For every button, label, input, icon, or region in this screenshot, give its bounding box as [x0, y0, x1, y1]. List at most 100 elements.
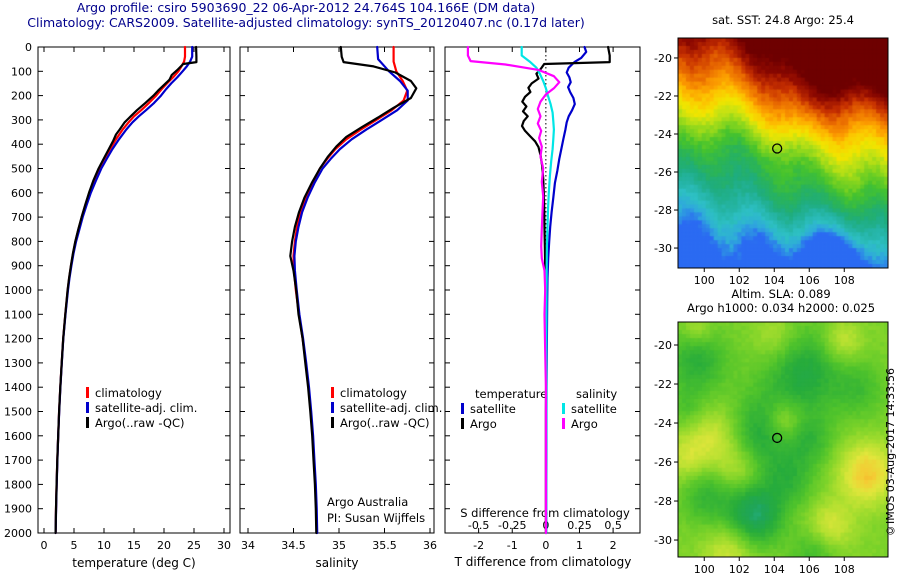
- satellite-adj-clim-swatch: [331, 402, 334, 413]
- x-tick-label: 0: [41, 539, 48, 552]
- depth-tick-label: 300: [11, 114, 32, 127]
- sla-map-title-line1: Altim. SLA: 0.089: [731, 287, 831, 301]
- salinity-plot-legend: climatology satellite-adj. clim. Argo(..ra…: [331, 386, 442, 431]
- x-tick-label: 5: [71, 539, 78, 552]
- annotation-block: Argo Australia PI: Susan Wijffels: [327, 494, 425, 526]
- depth-tick-label: 1300: [4, 357, 32, 370]
- s-satellite-swatch: [562, 403, 565, 414]
- x-tick-label: 15: [127, 539, 141, 552]
- depth-tick-label: 800: [11, 235, 32, 248]
- map-x-tick-label: 102: [729, 563, 750, 576]
- s-scale-tick-label: 0.25: [567, 519, 592, 532]
- s-argo-swatch: [562, 418, 565, 429]
- legend-entry-satellite-adj-clim: satellite-adj. clim.: [331, 401, 442, 416]
- depth-tick-label: 1900: [4, 503, 32, 516]
- sst-map-canvas: [678, 38, 888, 268]
- depth-tick-label: 1800: [4, 478, 32, 491]
- map-y-tick-label: -20: [654, 339, 672, 352]
- legend-entry-t-argo: Argo: [461, 417, 547, 432]
- depth-tick-label: 100: [11, 65, 32, 78]
- legend-group-title: salinity: [576, 387, 618, 401]
- difference-legend-salinity: salinity satellite Argo: [562, 387, 617, 432]
- x-tick-label: 1: [576, 539, 583, 552]
- depth-tick-label: 600: [11, 187, 32, 200]
- legend-label: Argo: [571, 417, 598, 431]
- map-y-tick-label: -24: [654, 417, 672, 430]
- map-x-tick-label: 106: [799, 563, 820, 576]
- legend-entry-s-satellite: satellite: [562, 402, 617, 417]
- map-y-tick-label: -22: [654, 378, 672, 391]
- sla-map-title-line2: Argo h1000: 0.034 h2000: 0.025: [686, 301, 876, 315]
- t-argo-diff-curve: [520, 45, 611, 535]
- map-x-tick-label: 102: [729, 274, 750, 287]
- legend-label: satellite-adj. clim.: [95, 401, 198, 415]
- depth-tick-label: 900: [11, 260, 32, 273]
- map-y-tick-label: -22: [654, 90, 672, 103]
- map-y-tick-label: -30: [654, 242, 672, 255]
- sst-map-title: sat. SST: 24.8 Argo: 25.4: [712, 13, 854, 27]
- legend-entry-climatology: climatology: [86, 386, 197, 401]
- annotation-argo-australia: Argo Australia: [327, 495, 409, 509]
- map-x-tick-label: 104: [764, 563, 785, 576]
- map-y-tick-label: -28: [654, 204, 672, 217]
- float-position-marker: [772, 432, 783, 444]
- x-tick-label: 36: [423, 539, 437, 552]
- argo-raw-qc-swatch: [331, 417, 334, 428]
- x-tick-label: 25: [187, 539, 201, 552]
- legend-label: climatology: [95, 386, 162, 400]
- climatology-swatch: [331, 387, 334, 398]
- satellite-adj-clim-curve: [293, 45, 409, 535]
- legend-label: Argo(..raw -QC): [95, 416, 185, 430]
- t-satellite-swatch: [461, 403, 464, 414]
- float-position-marker: [772, 143, 783, 154]
- depth-tick-label: 1400: [4, 381, 32, 394]
- climatology-curve: [54, 45, 187, 535]
- argo-curve: [289, 45, 418, 535]
- map-x-tick-label: 108: [834, 274, 855, 287]
- depth-tick-label: 1500: [4, 406, 32, 419]
- satellite-adj-clim-curve: [54, 45, 194, 535]
- difference-legend-temperature: temperature satellite Argo: [461, 387, 547, 432]
- depth-tick-label: 0: [25, 41, 32, 54]
- s-scale-tick-label: -0.25: [498, 519, 526, 532]
- xlabel-salinity: salinity: [315, 556, 359, 570]
- x-tick-label: 35: [332, 539, 346, 552]
- legend-label: climatology: [340, 386, 407, 400]
- argo-curve: [54, 45, 198, 535]
- x-tick-label: -2: [473, 539, 484, 552]
- depth-tick-label: 400: [11, 138, 32, 151]
- xlabel-t-difference: T difference from climatology: [454, 555, 632, 569]
- x-tick-label: 34: [241, 539, 255, 552]
- map-x-tick-label: 108: [834, 563, 855, 576]
- sst_map-box: [677, 37, 889, 269]
- x-tick-label: 34.5: [281, 539, 306, 552]
- legend-entry-s-argo: Argo: [562, 417, 617, 432]
- legend-group-title: temperature: [475, 387, 548, 401]
- legend-label: satellite: [571, 402, 617, 416]
- t-argo-swatch: [461, 418, 464, 429]
- legend-entry-argo-raw-qc: Argo(..raw -QC): [86, 416, 197, 431]
- map-y-tick-label: -30: [654, 534, 672, 547]
- figure-title: Argo profile: csiro 5903690_22 06-Apr-20…: [0, 0, 612, 30]
- difference_profile-box: [444, 46, 641, 534]
- s-scale-tick-label: 0.5: [604, 519, 622, 532]
- x-tick-label: 30: [217, 539, 231, 552]
- x-tick-label: 10: [97, 539, 111, 552]
- depth-tick-label: 2000: [4, 527, 32, 540]
- climatology-curve: [292, 45, 409, 535]
- xlabel-temperature: temperature (deg C): [72, 556, 196, 570]
- legend-label: Argo(..raw -QC): [340, 416, 430, 430]
- depth-tick-label: 200: [11, 90, 32, 103]
- depth-tick-label: 1100: [4, 308, 32, 321]
- argo-raw-qc-swatch: [86, 417, 89, 428]
- figure-title-line1: Argo profile: csiro 5903690_22 06-Apr-20…: [76, 0, 536, 15]
- depth-tick-label: 1700: [4, 454, 32, 467]
- sla-map-canvas: [678, 322, 888, 557]
- depth-tick-label: 1000: [4, 284, 32, 297]
- climatology-swatch: [86, 387, 89, 398]
- map-y-tick-label: -26: [654, 456, 672, 469]
- depth-tick-label: 1600: [4, 430, 32, 443]
- legend-entry-t-satellite: satellite: [461, 402, 547, 417]
- map-x-tick-label: 106: [799, 274, 820, 287]
